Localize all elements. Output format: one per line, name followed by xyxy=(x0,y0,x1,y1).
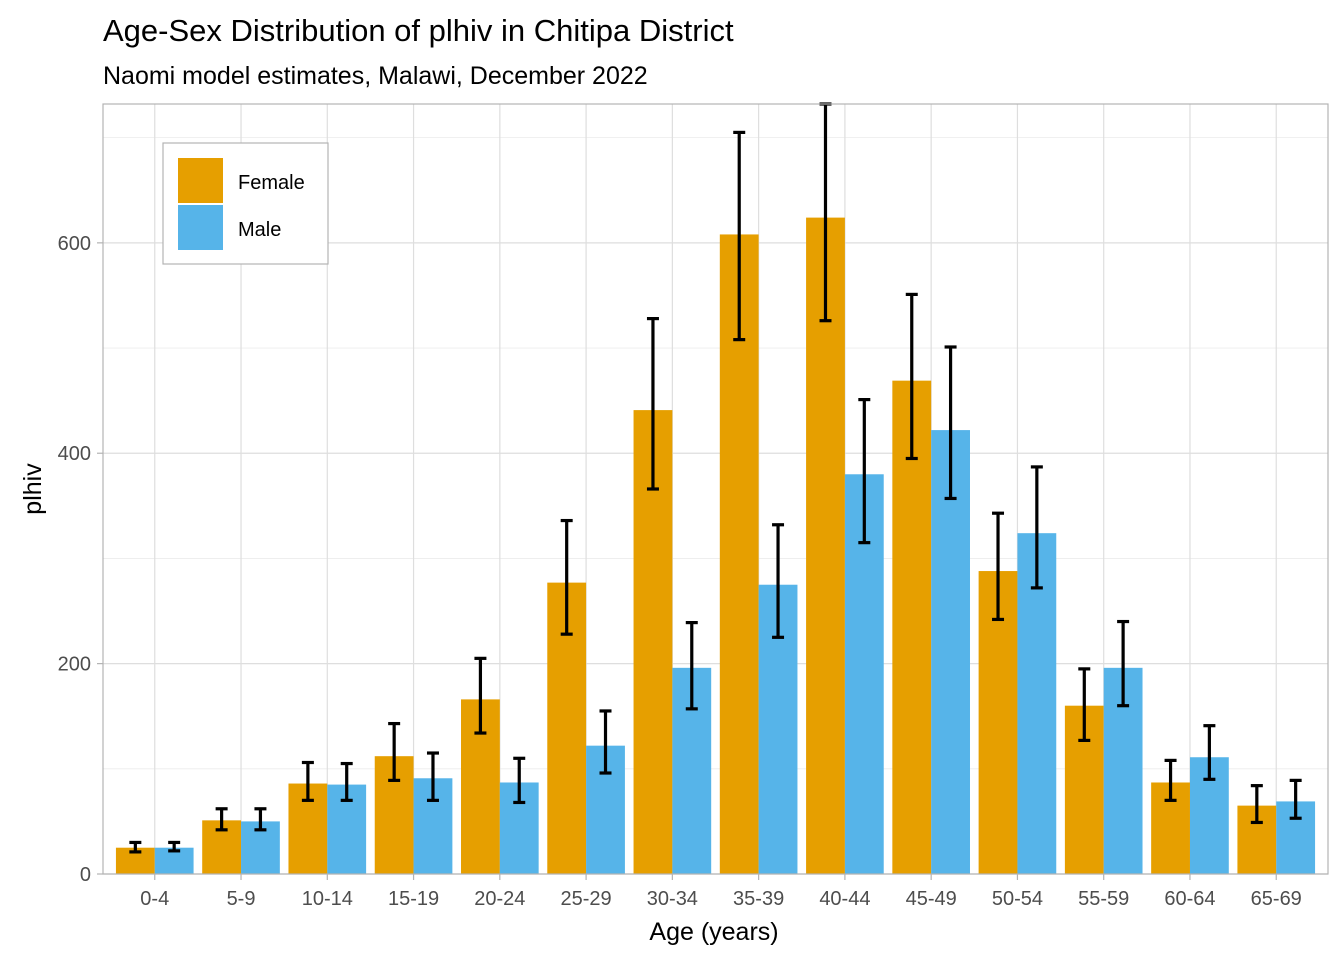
bar-female-45-49 xyxy=(892,380,932,874)
bars xyxy=(115,217,1316,875)
x-tick-label: 60-64 xyxy=(1164,888,1215,910)
x-tick-label: 0-4 xyxy=(140,888,169,910)
legend-label-male: Male xyxy=(238,219,281,241)
plot-panel-border xyxy=(102,103,1329,875)
x-tick-label: 55-59 xyxy=(1078,888,1129,910)
x-tick-label: 15-19 xyxy=(388,888,439,910)
bar-female-40-44 xyxy=(806,217,845,874)
bar-male-45-49 xyxy=(931,430,970,874)
x-tick-label: 35-39 xyxy=(733,888,784,910)
x-tick-label: 10-14 xyxy=(302,888,353,910)
chart-subtitle: Naomi model estimates, Malawi, December … xyxy=(103,62,648,90)
y-tick-label: 600 xyxy=(58,233,91,255)
x-tick-label: 5-9 xyxy=(227,888,256,910)
chart-title: Age-Sex Distribution of plhiv in Chitipa… xyxy=(103,13,734,48)
legend: Female Male xyxy=(162,142,329,265)
error-bars xyxy=(129,102,1302,854)
bar-female-50-54 xyxy=(978,571,1018,874)
x-axis: 0-4 5-9 10-14 15-19 20-24 25-29 30-34 35-39 40-4… xyxy=(140,874,1302,910)
y-tick-label: 0 xyxy=(80,864,91,886)
x-tick-label: 25-29 xyxy=(561,888,612,910)
x-tick-label: 45-49 xyxy=(906,888,957,910)
y-tick-label: 200 xyxy=(58,654,91,676)
x-tick-label: 50-54 xyxy=(992,888,1043,910)
y-axis-label: plhiv xyxy=(19,463,47,515)
legend-swatch-female xyxy=(178,158,223,203)
x-tick-label: 40-44 xyxy=(819,888,870,910)
y-axis: 0 200 400 600 xyxy=(58,233,103,886)
x-axis-label: Age (years) xyxy=(649,918,778,946)
x-tick-label: 65-69 xyxy=(1251,888,1302,910)
x-tick-label: 30-34 xyxy=(647,888,698,910)
y-tick-label: 400 xyxy=(58,443,91,465)
legend-swatch-male xyxy=(178,205,223,250)
x-tick-label: 20-24 xyxy=(474,888,525,910)
bar-male-50-54 xyxy=(1017,533,1057,874)
legend-label-female: Female xyxy=(238,172,305,194)
